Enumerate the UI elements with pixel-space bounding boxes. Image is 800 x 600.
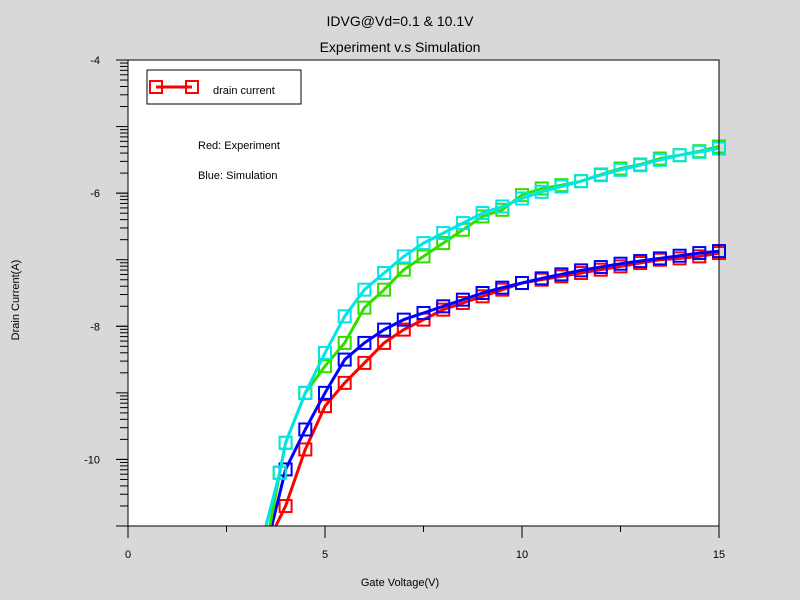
data-point: [534, 184, 549, 199]
data-point: [652, 251, 667, 266]
legend-label: drain current: [213, 85, 275, 97]
data-point: [416, 236, 431, 251]
plot-area: [128, 60, 719, 526]
annotation-simulation: Blue: Simulation: [198, 170, 278, 182]
y-tick-label: -4: [90, 55, 100, 67]
series-line: [264, 147, 720, 527]
x-tick-label: 10: [516, 549, 528, 561]
y-tick-label: -10: [84, 454, 100, 466]
data-point: [337, 309, 352, 324]
data-point: [593, 168, 608, 183]
legend-marker: [149, 80, 163, 94]
data-point: [357, 282, 372, 297]
data-point: [298, 422, 313, 437]
data-point: [672, 148, 687, 163]
data-point: [692, 144, 707, 159]
data-point: [633, 254, 648, 269]
data-point: [396, 312, 411, 327]
y-tick-label: -8: [90, 321, 100, 333]
x-axis-label: Gate Voltage(V): [360, 577, 440, 589]
data-point: [377, 266, 392, 281]
x-tick-label: 15: [713, 549, 725, 561]
data-point: [377, 282, 392, 297]
data-point: [436, 299, 451, 314]
data-point: [495, 280, 510, 295]
data-point: [515, 276, 529, 291]
data-point: [396, 262, 411, 277]
data-point: [377, 322, 392, 337]
annotation-experiment: Red: Experiment: [198, 140, 280, 152]
y-tick-label: -6: [90, 188, 100, 200]
data-point: [298, 442, 313, 457]
data-point: [416, 249, 431, 264]
data-point: [272, 465, 287, 480]
data-point: [436, 236, 451, 251]
legend-marker: [185, 80, 199, 94]
data-point: [534, 271, 549, 286]
data-point: [298, 385, 313, 400]
data-point: [278, 435, 293, 450]
data-point: [672, 248, 687, 263]
chart-title: IDVG@Vd=0.1 & 10.1V: [326, 13, 474, 29]
data-point: [515, 191, 529, 206]
data-point: [396, 249, 411, 264]
data-point: [337, 375, 352, 390]
data-point: [554, 267, 569, 282]
data-point: [495, 199, 510, 214]
plot-frame: [127, 59, 720, 527]
data-point: [318, 345, 332, 360]
data-point: [357, 355, 372, 370]
data-point: [475, 206, 490, 221]
data-point: [652, 152, 667, 167]
data-point: [574, 263, 589, 278]
legend: drain current: [146, 69, 302, 105]
data-point: [337, 335, 352, 350]
data-point: [318, 385, 332, 400]
data-point: [613, 162, 628, 177]
data-point: [357, 335, 372, 350]
data-point: [278, 499, 293, 514]
data-point: [593, 260, 608, 275]
chart-subtitle: Experiment v.s Simulation: [319, 39, 481, 55]
x-tick-label: 5: [322, 549, 328, 561]
series-line: [274, 251, 720, 527]
data-point: [475, 286, 490, 300]
data-point: [337, 352, 352, 367]
data-point: [396, 322, 411, 337]
data-point: [554, 179, 569, 194]
axes: -10 -8 -6 -4 0 5 10 15: [84, 55, 725, 561]
x-tick-label: 0: [125, 549, 131, 561]
data-point: [633, 158, 648, 173]
data-point: [377, 335, 392, 350]
data-point: [357, 300, 372, 315]
data-point: [692, 246, 707, 261]
data-point: [455, 292, 470, 307]
data-point: [416, 305, 431, 320]
data-point: [574, 174, 589, 189]
data-point: [455, 216, 470, 231]
data-point: [613, 256, 628, 271]
data-point: [436, 226, 451, 241]
